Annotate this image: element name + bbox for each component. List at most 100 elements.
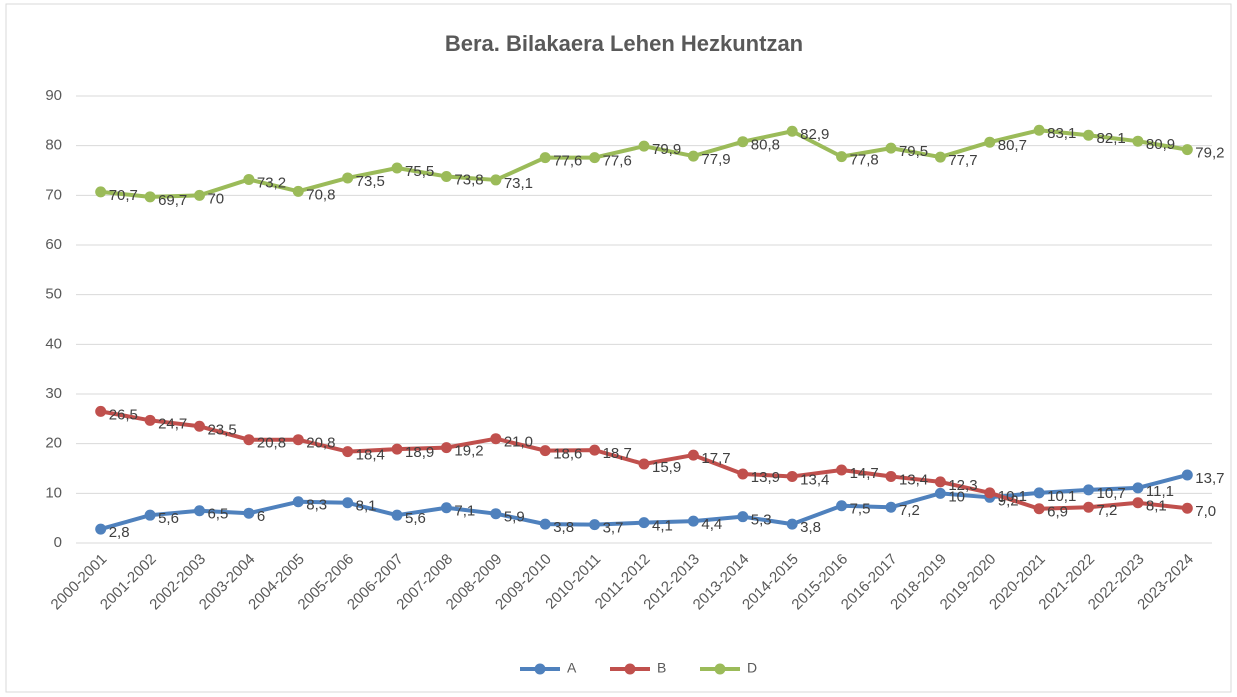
data-label: 18,7 bbox=[603, 445, 632, 462]
legend-label: D bbox=[747, 660, 757, 676]
data-point bbox=[490, 174, 502, 186]
data-point bbox=[638, 517, 650, 529]
data-label: 8,1 bbox=[356, 498, 377, 515]
data-point bbox=[638, 140, 650, 152]
data-label: 79,5 bbox=[899, 143, 928, 160]
data-point bbox=[342, 446, 354, 458]
data-point bbox=[1033, 124, 1045, 136]
data-label: 77,6 bbox=[603, 153, 632, 170]
data-point bbox=[638, 458, 650, 470]
data-point bbox=[440, 170, 452, 182]
data-point bbox=[984, 136, 996, 148]
data-label: 13,4 bbox=[899, 471, 928, 488]
data-label: 77,8 bbox=[850, 152, 879, 169]
chart-border bbox=[5, 3, 1232, 693]
data-point bbox=[490, 433, 502, 445]
chart-title: Bera. Bilakaera Lehen Hezkuntzan bbox=[445, 31, 803, 56]
data-label: 17,7 bbox=[701, 450, 730, 467]
data-point bbox=[292, 185, 304, 197]
y-tick-label: 60 bbox=[45, 236, 62, 253]
data-point bbox=[836, 151, 848, 163]
data-label: 75,5 bbox=[405, 163, 434, 180]
data-label: 21,0 bbox=[504, 434, 533, 451]
data-label: 73,5 bbox=[356, 173, 385, 190]
data-label: 13,9 bbox=[751, 469, 780, 486]
data-point bbox=[737, 136, 749, 148]
data-point bbox=[95, 405, 107, 417]
data-label: 23,5 bbox=[207, 421, 236, 438]
legend-label: B bbox=[657, 660, 666, 676]
y-tick-label: 40 bbox=[45, 335, 62, 352]
data-label: 80,9 bbox=[1146, 136, 1175, 153]
data-point bbox=[687, 150, 699, 162]
data-label: 4,1 bbox=[652, 518, 673, 535]
data-label: 8,3 bbox=[306, 497, 327, 514]
data-point bbox=[342, 172, 354, 184]
data-point bbox=[539, 518, 551, 530]
data-point bbox=[934, 476, 946, 488]
data-point bbox=[984, 487, 996, 499]
data-point bbox=[687, 449, 699, 461]
y-tick-label: 90 bbox=[45, 87, 62, 104]
data-label: 5,6 bbox=[158, 510, 179, 527]
data-point bbox=[589, 444, 601, 456]
data-point bbox=[292, 434, 304, 446]
data-point bbox=[786, 470, 798, 482]
data-label: 79,9 bbox=[652, 141, 681, 158]
y-tick-label: 30 bbox=[45, 385, 62, 402]
data-label: 18,4 bbox=[356, 447, 385, 464]
y-tick-label: 80 bbox=[45, 137, 62, 154]
data-label: 70,7 bbox=[109, 187, 138, 204]
data-point bbox=[786, 125, 798, 137]
data-label: 13,4 bbox=[800, 471, 829, 488]
data-label: 7,1 bbox=[454, 503, 475, 520]
data-point bbox=[391, 162, 403, 174]
data-point bbox=[1083, 484, 1095, 496]
data-point bbox=[1132, 497, 1144, 509]
data-point bbox=[391, 443, 403, 455]
data-point bbox=[193, 420, 205, 432]
data-point bbox=[1083, 501, 1095, 513]
data-label: 80,8 bbox=[751, 137, 780, 154]
data-point bbox=[885, 470, 897, 482]
data-point bbox=[885, 501, 897, 513]
data-point bbox=[934, 487, 946, 499]
data-label: 18,9 bbox=[405, 444, 434, 461]
data-label: 7,2 bbox=[899, 502, 920, 519]
data-point bbox=[1033, 487, 1045, 499]
y-tick-label: 70 bbox=[45, 186, 62, 203]
data-point bbox=[1132, 135, 1144, 147]
data-point bbox=[243, 173, 255, 185]
y-tick-label: 20 bbox=[45, 435, 62, 452]
data-label: 6,5 bbox=[207, 506, 228, 523]
data-label: 6,9 bbox=[1047, 504, 1068, 521]
data-label: 3,8 bbox=[553, 519, 574, 536]
data-point bbox=[243, 507, 255, 519]
data-point bbox=[440, 502, 452, 514]
data-label: 73,2 bbox=[257, 174, 286, 191]
data-point bbox=[539, 445, 551, 457]
data-label: 83,1 bbox=[1047, 125, 1076, 142]
data-point bbox=[934, 151, 946, 163]
data-point bbox=[1181, 469, 1193, 481]
data-label: 79,2 bbox=[1195, 145, 1224, 162]
data-label: 8,1 bbox=[1146, 498, 1167, 515]
data-point bbox=[144, 191, 156, 203]
data-label: 77,6 bbox=[553, 153, 582, 170]
data-point bbox=[342, 497, 354, 509]
y-tick-label: 50 bbox=[45, 286, 62, 303]
data-label: 4,4 bbox=[701, 516, 722, 533]
legend-marker bbox=[624, 663, 636, 675]
data-label: 2,8 bbox=[109, 524, 130, 541]
data-point bbox=[1181, 144, 1193, 156]
data-point bbox=[144, 509, 156, 521]
data-point bbox=[193, 505, 205, 517]
data-label: 82,1 bbox=[1097, 130, 1126, 147]
data-label: 20,8 bbox=[306, 435, 335, 452]
data-label: 5,6 bbox=[405, 510, 426, 527]
data-point bbox=[786, 518, 798, 530]
data-label: 70 bbox=[207, 190, 224, 207]
data-label: 26,5 bbox=[109, 406, 138, 423]
y-tick-label: 10 bbox=[45, 484, 62, 501]
data-label: 73,8 bbox=[454, 171, 483, 188]
